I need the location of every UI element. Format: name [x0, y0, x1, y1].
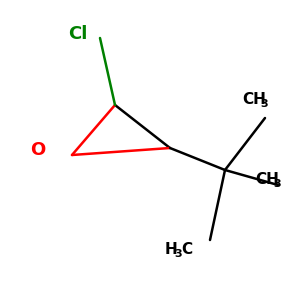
Text: H: H [165, 242, 178, 257]
Text: CH: CH [242, 92, 266, 107]
Text: Cl: Cl [68, 25, 87, 43]
Text: 3: 3 [273, 179, 280, 189]
Text: CH: CH [255, 172, 279, 188]
Text: O: O [30, 141, 45, 159]
Text: 3: 3 [174, 249, 182, 259]
Text: 3: 3 [260, 99, 268, 109]
Text: C: C [181, 242, 192, 257]
